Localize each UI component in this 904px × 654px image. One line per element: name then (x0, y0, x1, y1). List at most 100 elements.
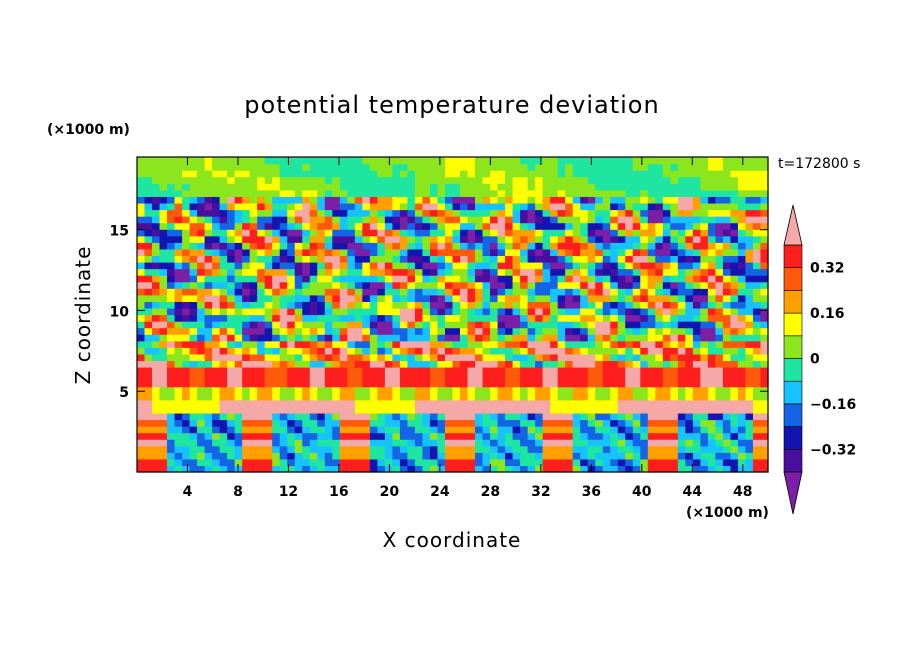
heatmap-cell (670, 281, 679, 289)
heatmap-cell (692, 307, 701, 316)
heatmap-cell (174, 399, 183, 407)
heatmap-cell (197, 183, 206, 191)
heatmap-cell (595, 367, 604, 375)
heatmap-cell (505, 406, 514, 414)
heatmap-cell (227, 248, 236, 257)
heatmap-cell (204, 189, 213, 197)
heatmap-cell (572, 248, 581, 257)
heatmap-cell (294, 183, 303, 191)
heatmap-cell (595, 406, 604, 414)
heatmap-cell (520, 163, 529, 171)
heatmap-cell (602, 432, 611, 440)
heatmap-cell (264, 314, 273, 322)
heatmap-cell (460, 321, 469, 329)
heatmap-cell (655, 426, 664, 434)
heatmap-cell (722, 216, 732, 224)
heatmap-cell (670, 386, 679, 394)
heatmap-cell (159, 386, 168, 394)
heatmap-cell (234, 307, 243, 316)
heatmap-cell (189, 419, 198, 427)
heatmap-cell (542, 176, 551, 184)
heatmap-cell (152, 229, 161, 237)
heatmap-cell (369, 242, 378, 250)
heatmap-cell (737, 288, 747, 296)
heatmap-cell (414, 373, 424, 381)
heatmap-cell (730, 327, 739, 335)
heatmap-cell (760, 235, 769, 243)
heatmap-cell (640, 393, 649, 401)
heatmap-cell (144, 452, 153, 460)
heatmap-cell (520, 196, 529, 204)
heatmap-cell (692, 301, 701, 309)
heatmap-cell (167, 189, 176, 197)
heatmap-cell (490, 380, 499, 388)
heatmap-cell (362, 386, 371, 394)
heatmap-cell (745, 307, 754, 316)
heatmap-cell (287, 202, 296, 211)
heatmap-cell (520, 189, 529, 197)
heatmap-cell (362, 275, 371, 283)
heatmap-cell (377, 163, 386, 171)
heatmap-cell (542, 432, 551, 440)
heatmap-cell (377, 209, 386, 217)
heatmap-cell (677, 399, 686, 407)
heatmap-cell (595, 301, 604, 309)
heatmap-cell (174, 202, 183, 211)
heatmap-cell (482, 242, 491, 250)
heatmap-cell (182, 419, 191, 427)
heatmap-cell (422, 432, 431, 440)
heatmap-cell (287, 439, 296, 447)
heatmap-cell (730, 347, 739, 355)
heatmap-cell (557, 439, 566, 447)
heatmap-cell (324, 393, 333, 401)
heatmap-cell (219, 327, 228, 335)
heatmap-cell (460, 367, 469, 375)
heatmap-cell (662, 353, 671, 362)
heatmap-cell (640, 399, 649, 407)
heatmap-cell (557, 229, 566, 237)
heatmap-cell (655, 202, 664, 211)
heatmap-cell (182, 452, 191, 460)
heatmap-cell (475, 163, 484, 171)
heatmap-cell (317, 307, 326, 316)
heatmap-cell (444, 301, 454, 309)
heatmap-cell (317, 235, 326, 243)
heatmap-cell (264, 301, 273, 309)
heatmap-cell (414, 183, 424, 191)
heatmap-cell (670, 426, 679, 434)
heatmap-cell (167, 242, 176, 250)
heatmap-cell (467, 275, 476, 283)
heatmap-cell (542, 248, 551, 257)
heatmap-cell (617, 380, 626, 388)
heatmap-cell (692, 202, 701, 211)
heatmap-cell (444, 334, 454, 342)
heatmap-cell (182, 229, 191, 237)
heatmap-cell (452, 222, 461, 230)
heatmap-cell (354, 445, 363, 453)
heatmap-cell (685, 209, 694, 217)
heatmap-cell (212, 189, 221, 197)
heatmap-cell (632, 281, 641, 289)
heatmap-cell (752, 242, 762, 250)
heatmap-cell (279, 183, 288, 191)
heatmap-cell (392, 216, 401, 224)
heatmap-cell (625, 380, 634, 388)
heatmap-cell (234, 406, 243, 414)
colorbar-segment (783, 335, 803, 359)
heatmap-cell (317, 157, 326, 165)
heatmap-cell (527, 367, 536, 375)
heatmap-cell (377, 412, 386, 421)
heatmap-cell (324, 367, 333, 375)
heatmap-cell (144, 419, 153, 427)
heatmap-cell (632, 255, 641, 263)
heatmap-cell (677, 196, 686, 204)
heatmap-cell (212, 393, 221, 401)
heatmap-cell (384, 242, 394, 250)
heatmap-cell (197, 189, 206, 197)
heatmap-cell (550, 314, 559, 322)
heatmap-cell (339, 222, 348, 230)
heatmap-cell (152, 406, 161, 414)
heatmap-cell (152, 170, 161, 178)
heatmap-cell (257, 242, 266, 250)
heatmap-cell (550, 209, 559, 217)
